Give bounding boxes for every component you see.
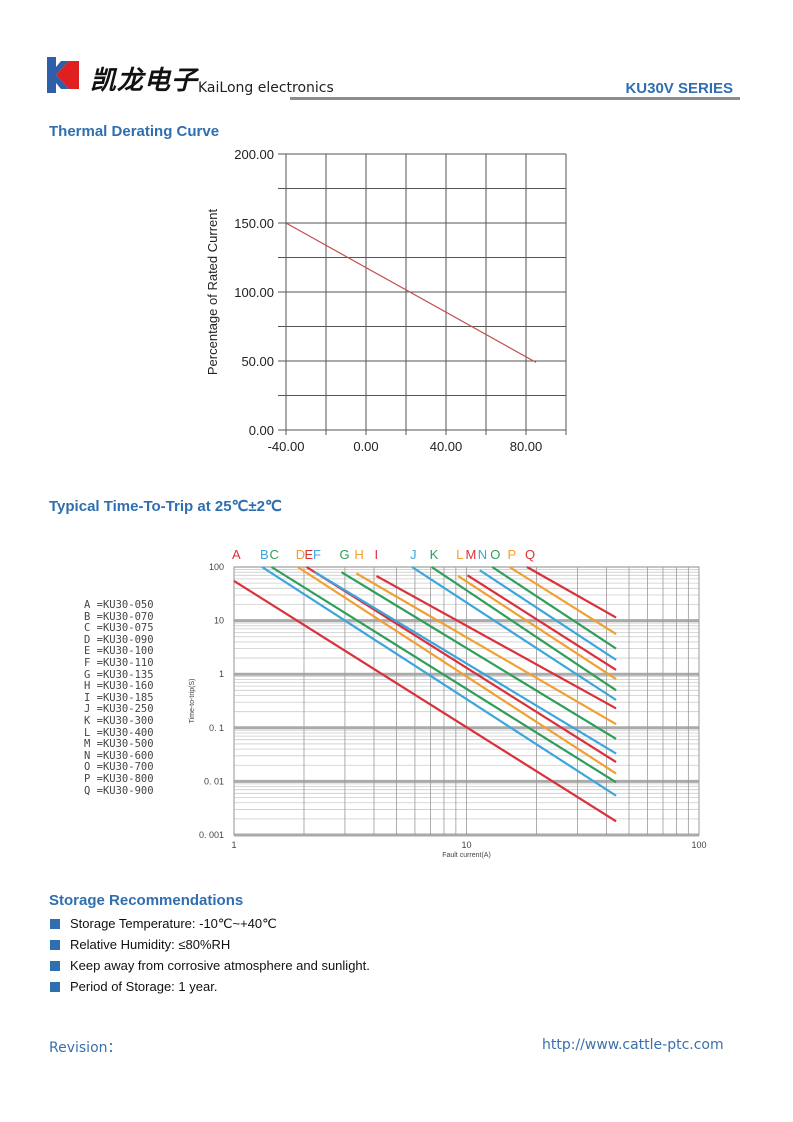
x-axis-label: Fault current(A) bbox=[442, 852, 491, 859]
x-tick-label: 80.00 bbox=[510, 439, 543, 454]
trip-curve-b bbox=[261, 566, 617, 797]
trip-curve-i bbox=[375, 575, 617, 710]
legend-item: H =KU30-160 bbox=[84, 680, 154, 693]
logo-icon bbox=[47, 57, 79, 93]
curve-label-q: Q bbox=[525, 547, 535, 562]
y-axis-label: Percentage of Rated Current bbox=[205, 209, 220, 376]
revision-label: Revision： bbox=[49, 1040, 122, 1056]
trip-curve-l bbox=[457, 575, 617, 681]
trip-curve-j bbox=[411, 566, 617, 701]
curve-label-a: A bbox=[232, 547, 241, 562]
curve-label-h: H bbox=[354, 547, 363, 562]
trip-curve-a bbox=[233, 579, 617, 823]
trip-curve-p bbox=[508, 566, 617, 636]
trip-curve-m bbox=[466, 574, 617, 671]
curve-label-e: E bbox=[304, 547, 313, 562]
y-tick-label: 0.00 bbox=[249, 423, 274, 438]
thermal-derating-heading: Thermal Derating Curve bbox=[49, 123, 220, 140]
y-tick-label: 50.00 bbox=[241, 354, 274, 369]
curve-label-c: C bbox=[270, 547, 279, 562]
bullet-square-icon bbox=[50, 939, 60, 950]
y-tick-label: 0. 01 bbox=[204, 776, 224, 786]
time-to-trip-chart: 100 10 1 0. 1 0. 01 0. 001 1 10 100 Fault current… bbox=[189, 547, 707, 859]
storage-item-text: Relative Humidity: ≤80%RH bbox=[70, 937, 231, 952]
legend-item: A =KU30-050 bbox=[84, 599, 154, 611]
storage-item-text: Period of Storage: 1 year. bbox=[70, 979, 218, 994]
curve-label-p: P bbox=[507, 547, 516, 562]
x-tick-label: 10 bbox=[461, 840, 471, 850]
legend-item: B =KU30-070 bbox=[84, 610, 154, 623]
legend-item: D =KU30-090 bbox=[84, 633, 154, 646]
y-axis-label: Time-to-trip(S) bbox=[189, 679, 196, 724]
curve-label-n: N bbox=[478, 547, 487, 562]
x-tick-label: 0.00 bbox=[353, 439, 378, 454]
trip-curve-d bbox=[297, 566, 617, 775]
x-tick-label: -40.00 bbox=[268, 439, 305, 454]
trip-curve-g bbox=[340, 571, 617, 740]
time-to-trip-heading: Typical Time-To-Trip at 25℃±2℃ bbox=[49, 498, 282, 515]
legend-item: G =KU30-135 bbox=[84, 668, 154, 681]
curve-label-d: D bbox=[296, 547, 305, 562]
trip-curve-c bbox=[270, 566, 617, 784]
series-title: KU30V SERIES bbox=[625, 80, 733, 97]
bullet-square-icon bbox=[50, 960, 60, 971]
curve-label-f: F bbox=[313, 547, 321, 562]
list-item: Period of Storage: 1 year. bbox=[50, 976, 370, 997]
trip-curve-k bbox=[431, 566, 617, 692]
trip-curve-e bbox=[305, 566, 617, 763]
legend-item: J =KU30-250 bbox=[84, 703, 154, 716]
website-link[interactable]: http://www.cattle-ptc.com bbox=[542, 1037, 724, 1053]
x-tick-label: 100 bbox=[691, 840, 706, 850]
legend-item: N =KU30-600 bbox=[84, 749, 154, 762]
legend-item: F =KU30-110 bbox=[84, 656, 154, 669]
y-tick-label: 150.00 bbox=[234, 216, 274, 231]
bullet-square-icon bbox=[50, 981, 60, 992]
y-tick-label: 0. 001 bbox=[199, 830, 224, 840]
storage-list: Storage Temperature: -10℃~+40℃ Relative … bbox=[50, 913, 370, 997]
y-tick-label: 200.00 bbox=[234, 147, 274, 162]
list-item: Relative Humidity: ≤80%RH bbox=[50, 934, 370, 955]
y-tick-label: 0. 1 bbox=[209, 723, 224, 733]
storage-item-text: Keep away from corrosive atmosphere and … bbox=[70, 958, 370, 973]
legend-item: P =KU30-800 bbox=[84, 772, 154, 785]
legend-item: C =KU30-075 bbox=[84, 622, 154, 635]
legend-item: E =KU30-100 bbox=[84, 645, 154, 658]
legend-item: Q =KU30-900 bbox=[84, 784, 154, 797]
storage-item-text: Storage Temperature: -10℃~+40℃ bbox=[70, 915, 277, 931]
trip-curve-h bbox=[355, 572, 617, 726]
curve-label-b: B bbox=[260, 547, 269, 562]
curve-label-k: K bbox=[430, 547, 439, 562]
curve-label-l: L bbox=[456, 547, 463, 562]
y-tick-label: 10 bbox=[214, 616, 224, 626]
curve-label-j: J bbox=[410, 547, 417, 562]
model-legend: A =KU30-050 B =KU30-070 C =KU30-075 D =KU30… bbox=[84, 599, 154, 797]
legend-item: L =KU30-400 bbox=[84, 726, 154, 739]
x-tick-label: 1 bbox=[231, 840, 236, 850]
y-tick-label: 100 bbox=[209, 562, 224, 572]
curve-label-o: O bbox=[490, 547, 500, 562]
header-divider bbox=[290, 97, 740, 100]
storage-heading: Storage Recommendations bbox=[49, 892, 244, 909]
trip-curve-o bbox=[491, 566, 617, 650]
list-item: Keep away from corrosive atmosphere and … bbox=[50, 955, 370, 976]
curve-label-i: I bbox=[374, 547, 378, 562]
curve-label-g: G bbox=[340, 547, 350, 562]
legend-item: I =KU30-185 bbox=[84, 691, 154, 704]
trip-curve-q bbox=[526, 566, 617, 619]
brand-name: KaiLong electronics bbox=[198, 80, 334, 96]
y-tick-label: 100.00 bbox=[234, 285, 274, 300]
legend-item: O =KU30-700 bbox=[84, 761, 154, 774]
legend-item: K =KU30-300 bbox=[84, 714, 154, 727]
logo-chinese-name: 凯龙电子 bbox=[90, 66, 199, 96]
trip-curve-f bbox=[314, 571, 617, 755]
legend-item: M =KU30-500 bbox=[84, 738, 154, 751]
bullet-square-icon bbox=[50, 918, 60, 929]
x-tick-label: 40.00 bbox=[430, 439, 463, 454]
curve-label-m: M bbox=[466, 547, 477, 562]
trip-curve-n bbox=[479, 569, 617, 661]
list-item: Storage Temperature: -10℃~+40℃ bbox=[50, 913, 370, 934]
derating-line bbox=[285, 222, 537, 363]
y-tick-label: 1 bbox=[219, 669, 224, 679]
